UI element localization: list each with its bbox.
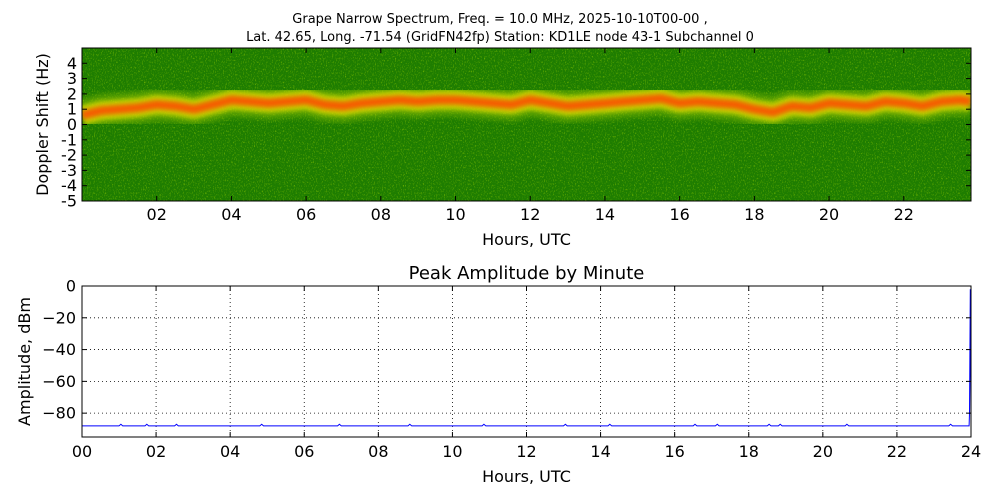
x-tick-label: 14 xyxy=(590,442,610,461)
amplitude-chart-title: Peak Amplitude by Minute xyxy=(409,263,645,284)
spectrogram-title-line1: Grape Narrow Spectrum, Freq. = 10.0 MHz,… xyxy=(292,12,708,27)
x-tick-label: 04 xyxy=(220,442,240,461)
x-tick-label: 02 xyxy=(147,205,167,224)
amplitude-series-line xyxy=(82,289,972,427)
x-tick-label: 06 xyxy=(296,205,316,224)
x-tick-label: 24 xyxy=(961,442,981,461)
y-tick-label: 2 xyxy=(67,84,77,103)
x-tick-label: 08 xyxy=(371,205,391,224)
amplitude-panel: Peak Amplitude by Minute 0 −20 −40 −60 −80 0… xyxy=(15,263,981,486)
amplitude-grid xyxy=(82,286,971,437)
spectrogram-x-axis-label: Hours, UTC xyxy=(482,230,571,249)
amplitude-y-ticks: 0 −20 −40 −60 −80 xyxy=(42,277,971,423)
y-tick-label: −60 xyxy=(42,372,76,391)
y-tick-label: -2 xyxy=(61,146,77,165)
x-tick-label: 04 xyxy=(221,205,241,224)
y-tick-label: -1 xyxy=(61,130,77,149)
x-tick-label: 12 xyxy=(516,442,536,461)
y-tick-label: -5 xyxy=(61,192,77,211)
x-tick-label: 14 xyxy=(595,205,615,224)
x-tick-label: 18 xyxy=(739,442,759,461)
y-tick-label: 0 xyxy=(66,277,76,296)
y-tick-label: -3 xyxy=(61,161,77,180)
amplitude-y-axis-label: Amplitude, dBm xyxy=(15,297,34,426)
spectrogram-noise xyxy=(82,48,971,201)
y-tick-label: 3 xyxy=(67,69,77,88)
x-tick-label: 06 xyxy=(294,442,314,461)
x-tick-label: 00 xyxy=(72,442,92,461)
y-tick-label: −40 xyxy=(42,340,76,359)
x-tick-label: 18 xyxy=(744,205,764,224)
x-tick-label: 08 xyxy=(368,442,388,461)
y-tick-label: −20 xyxy=(42,308,76,327)
y-tick-label: 4 xyxy=(67,54,77,73)
x-tick-label: 10 xyxy=(442,442,462,461)
amplitude-x-axis-label: Hours, UTC xyxy=(482,467,571,486)
x-tick-label: 22 xyxy=(887,442,907,461)
y-tick-label: 1 xyxy=(67,100,77,119)
spectrogram-signal-band xyxy=(82,81,971,132)
signal-band-layer-2 xyxy=(82,94,971,120)
amplitude-plot-area xyxy=(82,286,971,437)
x-tick-label: 16 xyxy=(669,205,689,224)
x-tick-label: 12 xyxy=(520,205,540,224)
y-tick-label: -4 xyxy=(61,176,77,195)
spectrogram-y-axis-label: Doppler Shift (Hz) xyxy=(33,53,52,196)
spectrogram-title-line2: Lat. 42.65, Long. -71.54 (GridFN42fp) St… xyxy=(246,30,754,45)
x-tick-label: 02 xyxy=(146,442,166,461)
x-tick-label: 16 xyxy=(664,442,684,461)
y-tick-label: −80 xyxy=(42,404,76,423)
spectrogram-x-ticks: 02 04 06 08 10 12 14 16 18 20 22 xyxy=(147,48,914,224)
x-tick-label: 20 xyxy=(819,205,839,224)
y-tick-label: 0 xyxy=(67,115,77,134)
amplitude-x-ticks: 00 02 04 06 08 10 12 14 16 18 20 22 24 xyxy=(72,286,981,461)
x-tick-label: 22 xyxy=(894,205,914,224)
x-tick-label: 20 xyxy=(813,442,833,461)
x-tick-label: 10 xyxy=(445,205,465,224)
